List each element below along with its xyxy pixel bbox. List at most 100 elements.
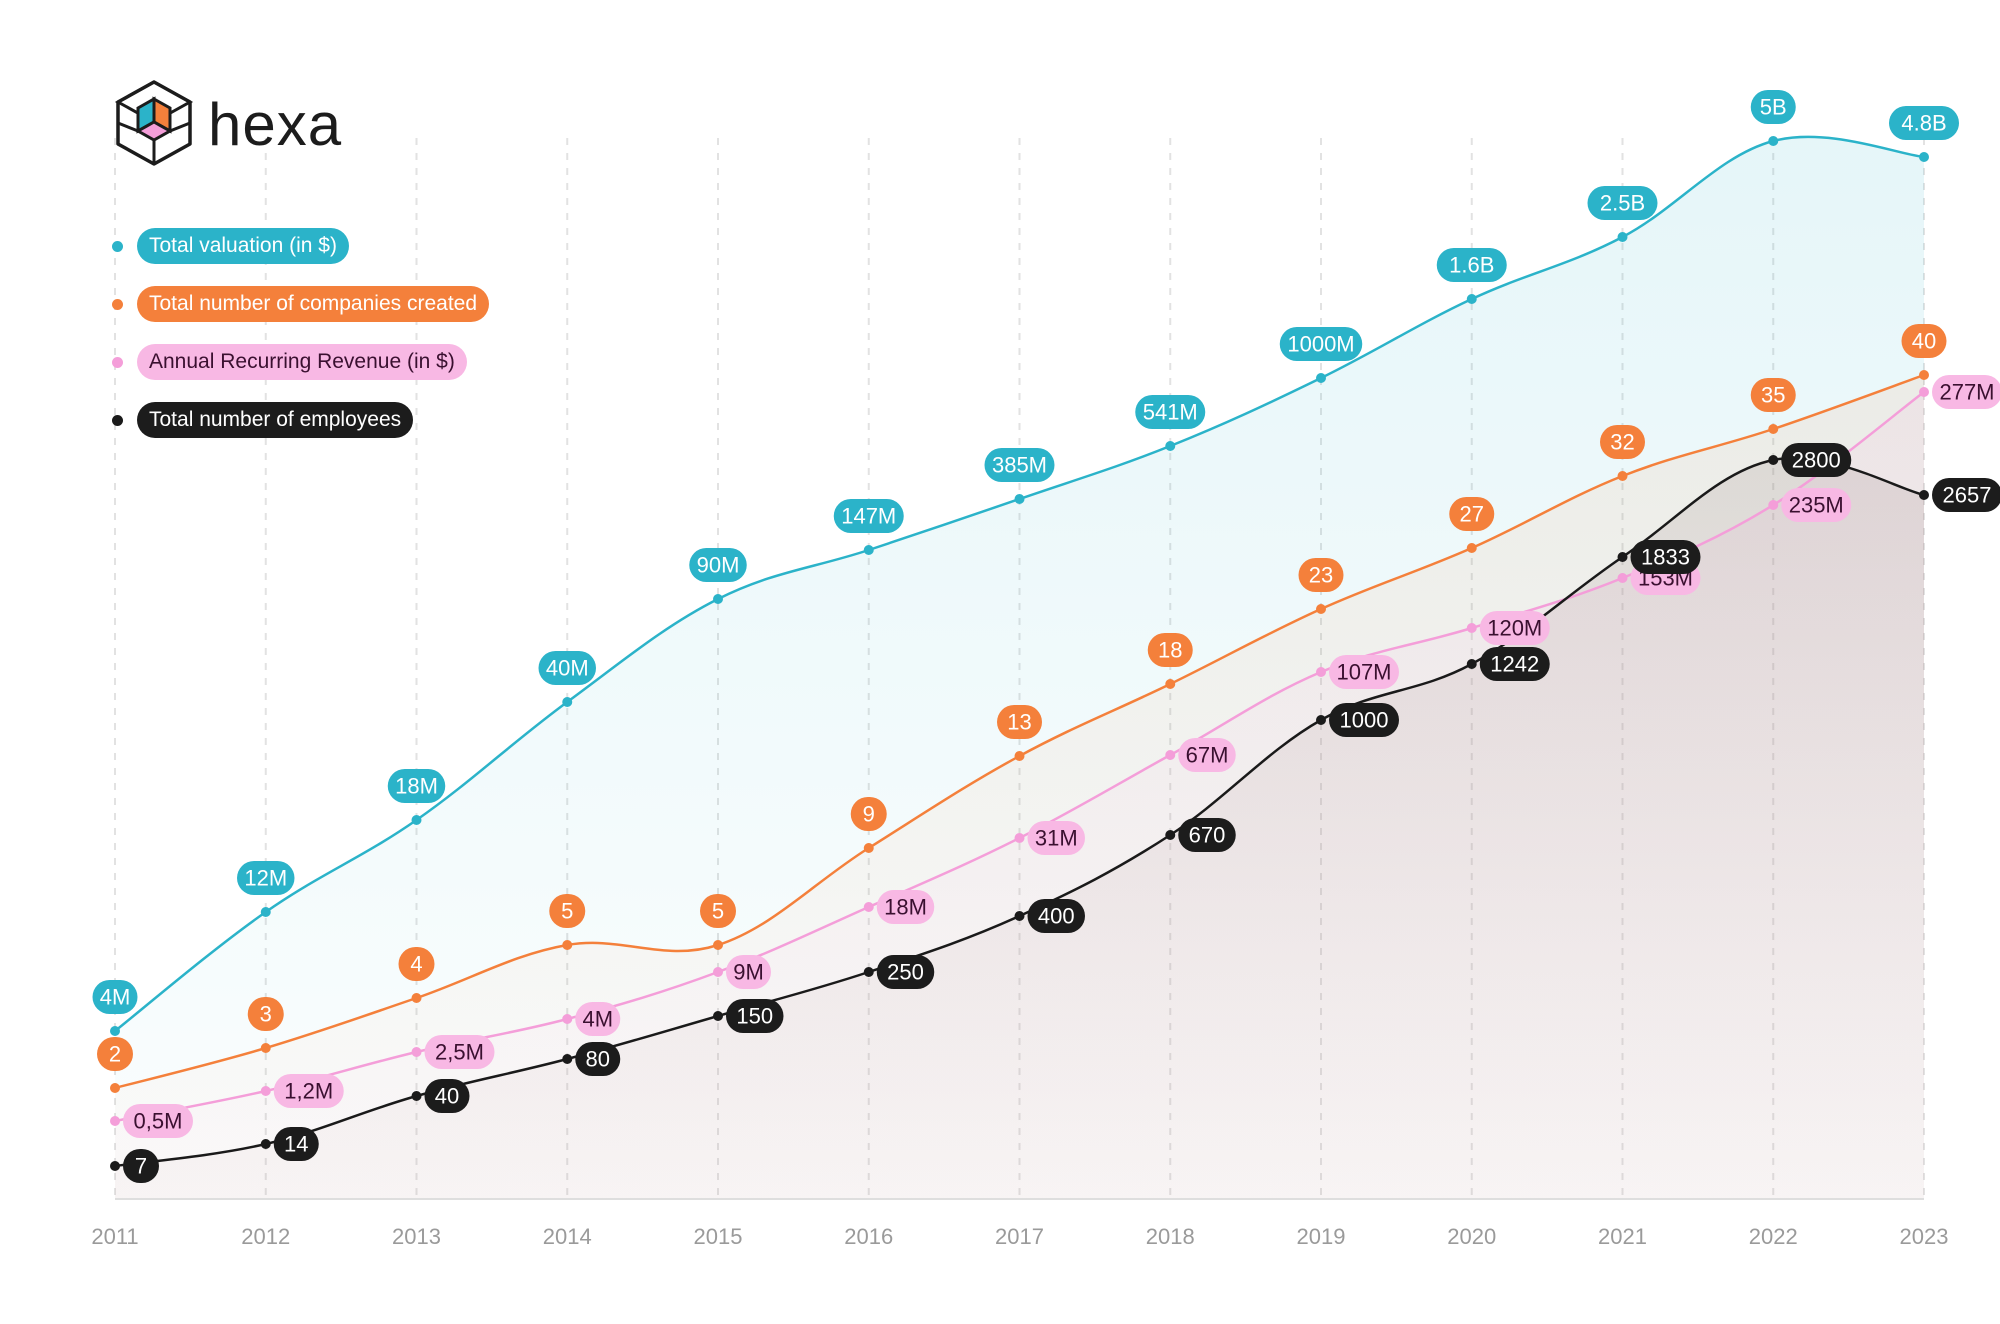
- valuation-data-label: 90M: [689, 548, 747, 582]
- data-label-text: 1,2M: [284, 1079, 333, 1104]
- legend-label: Total valuation (in $): [137, 228, 349, 264]
- data-label-pill: [1479, 647, 1550, 681]
- valuation-point: [260, 907, 271, 917]
- valuation-point: [411, 815, 422, 825]
- data-label-text: 27: [1460, 502, 1484, 527]
- data-label-pill: [1178, 818, 1236, 852]
- data-label-text: 541M: [1143, 400, 1198, 425]
- companies-data-label: 2: [97, 1037, 133, 1071]
- data-label-pill: [1329, 703, 1399, 737]
- valuation-data-label: 147M: [833, 499, 904, 533]
- data-label-pill: [538, 651, 596, 685]
- arr-point: [1014, 833, 1025, 843]
- data-label-pill: [984, 448, 1055, 482]
- employees-data-label: 80: [575, 1042, 621, 1076]
- data-label-text: 4: [410, 952, 422, 977]
- employees-data-label: 14: [273, 1127, 319, 1161]
- data-label-pill: [1449, 497, 1495, 531]
- data-label-text: 150: [736, 1004, 773, 1029]
- data-label-pill: [876, 955, 935, 989]
- data-label-pill: [726, 955, 771, 989]
- companies-point: [1466, 543, 1477, 553]
- employees-data-label: 40: [424, 1079, 470, 1113]
- data-label-text: 1000: [1340, 708, 1389, 733]
- data-label-text: 4.8B: [1901, 111, 1946, 136]
- employees-point: [1014, 911, 1025, 921]
- valuation-data-label: 18M: [387, 769, 446, 803]
- data-label-pill: [1932, 478, 2000, 512]
- valuation-data-label: 12M: [237, 861, 295, 895]
- data-label-text: 4M: [582, 1007, 613, 1032]
- data-label-pill: [424, 1079, 470, 1113]
- companies-point: [863, 843, 874, 853]
- x-tick-label: 2021: [1598, 1224, 1647, 1249]
- hexa-logo: hexa: [114, 80, 342, 168]
- data-label-text: 18M: [884, 895, 927, 920]
- companies-data-label: 27: [1449, 497, 1495, 531]
- x-tick-label: 2019: [1297, 1224, 1346, 1249]
- employees-data-label: 7: [123, 1149, 159, 1183]
- data-label-text: 2800: [1792, 448, 1841, 473]
- companies-point: [411, 993, 422, 1003]
- data-label-text: 1242: [1490, 652, 1539, 677]
- companies-data-label: 18: [1147, 633, 1193, 667]
- x-tick-label: 2023: [1900, 1224, 1949, 1249]
- arr-data-label: 0,5M: [123, 1104, 193, 1138]
- data-label-pill: [1781, 443, 1852, 477]
- data-label-text: 107M: [1336, 660, 1391, 685]
- data-label-text: 2,5M: [435, 1040, 484, 1065]
- valuation-data-label: 2.5B: [1587, 186, 1658, 220]
- employees-point: [1316, 715, 1326, 725]
- companies-data-label: 4: [398, 947, 435, 981]
- data-label-pill: [1479, 611, 1550, 645]
- employees-data-label: 670: [1178, 818, 1236, 852]
- employees-data-label: 150: [726, 999, 784, 1033]
- area-fills: [115, 136, 1924, 1200]
- legend-label: Total number of employees: [137, 402, 414, 438]
- legend-dot: [112, 414, 123, 426]
- data-label-pill: [1027, 899, 1085, 933]
- data-label-pill: [700, 894, 736, 928]
- data-labels: 4M 12M 18M 40M 90M 147M 385M 541M 1000M 1.6B 2.5B 5…: [92, 90, 2000, 1183]
- arr-point: [110, 1116, 120, 1126]
- data-label-text: 9M: [733, 960, 764, 985]
- arr-point: [1316, 667, 1326, 677]
- valuation-point: [1014, 494, 1025, 504]
- companies-point: [713, 940, 723, 950]
- x-tick-label: 2022: [1749, 1224, 1798, 1249]
- data-label-pill: [1587, 186, 1658, 220]
- valuation-point: [1165, 441, 1176, 451]
- employees-point: [863, 967, 874, 977]
- arr-point: [713, 967, 723, 977]
- legend-item-employees: Total number of employees: [112, 402, 489, 438]
- data-label-pill: [1147, 633, 1193, 667]
- companies-data-label: 40: [1901, 324, 1947, 358]
- data-label-pill: [1750, 90, 1796, 124]
- companies-data-label: 5: [700, 894, 736, 928]
- companies-data-label: 35: [1750, 378, 1796, 412]
- legend-dot: [112, 240, 123, 252]
- data-label-text: 14: [284, 1132, 308, 1157]
- x-tick-label: 2016: [844, 1224, 893, 1249]
- employees-point: [110, 1161, 120, 1171]
- data-label-pill: [123, 1104, 193, 1138]
- data-label-pill: [833, 499, 904, 533]
- valuation-point: [562, 697, 573, 707]
- data-label-pill: [123, 1149, 159, 1183]
- data-label-pill: [689, 548, 747, 582]
- employees-point: [260, 1139, 271, 1149]
- data-label-text: 250: [887, 960, 924, 985]
- employees-point: [713, 1011, 723, 1021]
- arr-point: [1617, 573, 1628, 583]
- employees-data-label: 2657: [1932, 478, 2000, 512]
- data-label-pill: [549, 894, 586, 928]
- data-label-text: 80: [586, 1047, 610, 1072]
- data-label-text: 18M: [395, 774, 438, 799]
- data-label-pill: [1178, 738, 1236, 772]
- data-label-pill: [273, 1127, 319, 1161]
- data-label-pill: [1901, 324, 1947, 358]
- data-label-pill: [1279, 327, 1363, 361]
- companies-point: [110, 1083, 120, 1093]
- valuation-data-label: 4M: [92, 980, 138, 1014]
- data-label-text: 23: [1309, 563, 1333, 588]
